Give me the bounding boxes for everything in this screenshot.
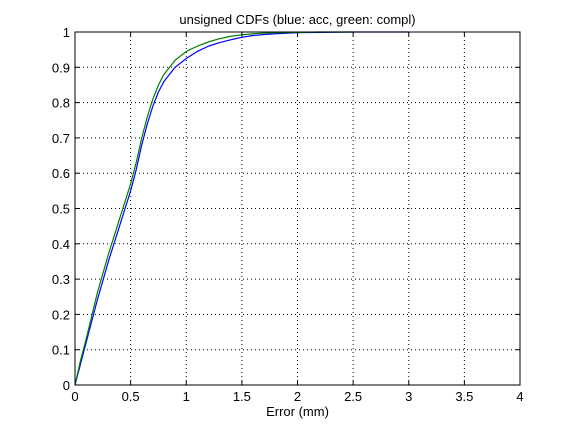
y-tick-label: 0.4 — [52, 237, 70, 252]
x-tick-label: 1.5 — [233, 389, 251, 404]
y-tick-label: 0.6 — [52, 166, 70, 181]
x-tick-label: 2 — [294, 389, 301, 404]
y-tick-label: 0.3 — [52, 272, 70, 287]
x-tick-label: 0 — [71, 389, 78, 404]
x-tick-label: 2.5 — [344, 389, 362, 404]
x-tick-label: 0.5 — [122, 389, 140, 404]
tick-labels: 0 0.5 1 1.5 2 2.5 3 3.5 4 0 0.1 0.2 0.3 0.4 0.5 0.6 0.7 0… — [52, 25, 524, 404]
chart-title: unsigned CDFs (blue: acc, green: compl) — [179, 12, 415, 27]
series-lines — [74, 31, 409, 386]
y-tick-label: 0.2 — [52, 307, 70, 322]
grid-lines — [75, 32, 520, 385]
x-tick-label: 3 — [405, 389, 412, 404]
y-tick-label: 0.8 — [52, 96, 70, 111]
y-tick-label: 0.5 — [52, 202, 70, 217]
x-axis-label: Error (mm) — [266, 404, 329, 419]
x-tick-label: 1 — [183, 389, 190, 404]
x-tick-label: 4 — [516, 389, 523, 404]
y-tick-label: 0 — [63, 378, 70, 393]
y-tick-label: 0.1 — [52, 343, 70, 358]
axis-ticks — [74, 31, 521, 386]
series-line-0 — [74, 31, 409, 386]
y-tick-label: 1 — [63, 25, 70, 40]
series-line-1 — [74, 31, 354, 386]
x-tick-label: 3.5 — [455, 389, 473, 404]
y-tick-label: 0.9 — [52, 60, 70, 75]
y-tick-label: 0.7 — [52, 131, 70, 146]
